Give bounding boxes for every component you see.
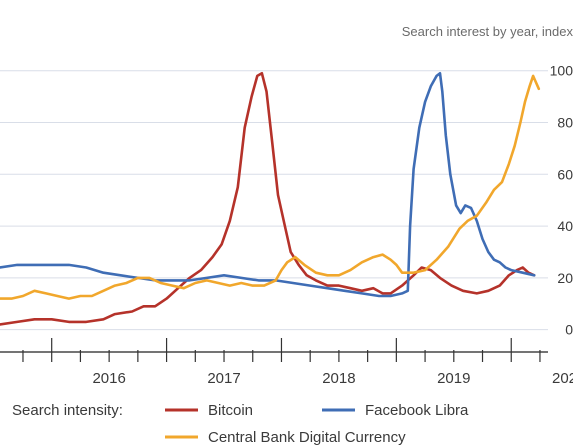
x-tick-label: 2020 [552, 370, 573, 387]
y-tick-label: 80 [557, 115, 573, 131]
series-line-bitcoin [0, 72, 536, 326]
x-tick-label: 2016 [92, 370, 125, 387]
legend-label: Central Bank Digital Currency [208, 429, 406, 446]
y-axis-ticks: 0 20 40 60 80 100 [550, 63, 573, 338]
x-axis: 2016 2017 2018 2019 2020 [0, 338, 573, 387]
series-lines [0, 72, 541, 326]
x-tick-label: 2018 [322, 370, 355, 387]
chart-title: Search interest by year, index [402, 24, 573, 39]
legend-label: Facebook Libra [365, 402, 469, 419]
x-tick-label: 2017 [207, 370, 240, 387]
y-tick-label: 40 [557, 218, 573, 234]
legend-title: Search intensity: [12, 402, 123, 419]
y-tick-label: 20 [557, 270, 573, 286]
gridlines [0, 70, 548, 331]
x-tick-label: 2019 [437, 370, 470, 387]
y-tick-label: 100 [550, 63, 573, 79]
y-tick-label: 0 [565, 322, 573, 338]
legend: Search intensity: Bitcoin Facebook Libra C… [12, 402, 469, 446]
y-tick-label: 60 [557, 166, 573, 182]
legend-label: Bitcoin [208, 402, 253, 419]
series-line-central-bank-digital-currency [0, 74, 541, 300]
